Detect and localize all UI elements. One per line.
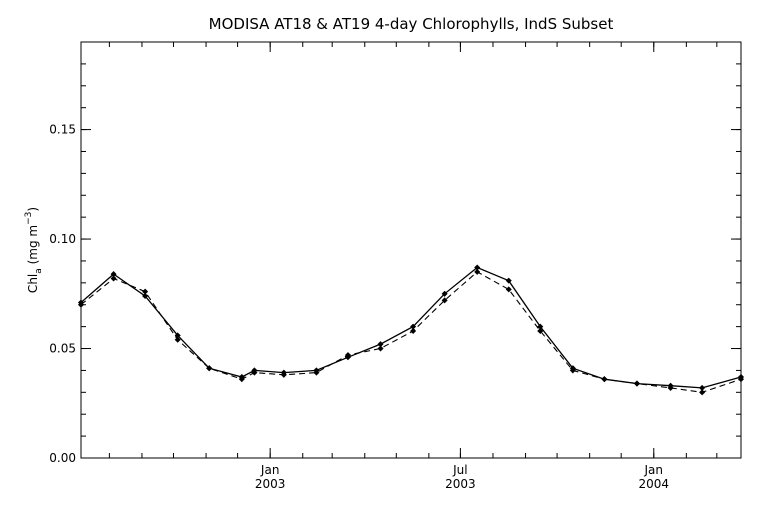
x-tick-label-year: 2004: [638, 477, 669, 491]
y-axis-label: Chla (mg m−3): [24, 207, 44, 293]
data-point-dashed: [441, 297, 448, 304]
data-point-dashed: [344, 352, 351, 359]
data-point-solid: [505, 277, 512, 284]
y-tick-label: 0.10: [49, 232, 76, 246]
y-tick-label: 0.15: [49, 123, 76, 137]
data-point-dashed: [474, 268, 481, 275]
y-axis-label-sup: −3: [24, 212, 34, 225]
y-axis-label-close: ): [26, 207, 40, 212]
data-point-dashed: [110, 275, 117, 282]
data-point-dashed: [569, 367, 576, 374]
y-tick-label: 0.00: [49, 451, 76, 465]
data-point-solid: [441, 290, 448, 297]
y-axis-label-main: Chl: [26, 274, 40, 293]
x-tick-label-year: 2003: [255, 477, 286, 491]
data-point-dashed: [142, 288, 149, 295]
data-point-dashed: [505, 286, 512, 293]
y-axis: 0.00 0.05 0.10 0.15: [49, 41, 741, 465]
x-tick-label-month: Jan: [260, 463, 280, 477]
data-point-dashed: [667, 384, 674, 391]
data-point-dashed: [206, 365, 213, 372]
data-point-dashed: [377, 345, 384, 352]
data-point-solid: [142, 292, 149, 300]
data-point-dashed: [699, 389, 706, 396]
data-point-dashed: [737, 376, 745, 383]
x-tick-label-month: Jul: [452, 463, 467, 477]
data-point-dashed: [238, 376, 245, 383]
plot-frame: [80, 41, 742, 459]
data-point-dashed: [280, 371, 287, 378]
x-tick-label-month: Jan: [644, 463, 664, 477]
data-point-dashed: [410, 327, 417, 335]
data-point-dashed: [174, 336, 181, 343]
y-axis-label-sub: a: [34, 268, 44, 274]
y-axis-label-unit: (mg m: [26, 225, 40, 268]
data-point-dashed: [251, 369, 258, 376]
series-group: [77, 264, 745, 396]
y-tick-label: 0.05: [49, 342, 76, 356]
data-point-dashed: [313, 369, 320, 376]
data-point-dashed: [537, 327, 544, 335]
data-point-dashed: [633, 380, 640, 387]
series-line-dashed: [80, 271, 742, 393]
data-point-dashed: [601, 376, 608, 383]
chart-title: MODISA AT18 & AT19 4-day Chlorophylls, I…: [209, 15, 614, 33]
x-tick-label-year: 2003: [445, 477, 476, 491]
data-point-dashed: [77, 301, 85, 308]
series-line-solid: [80, 266, 742, 389]
